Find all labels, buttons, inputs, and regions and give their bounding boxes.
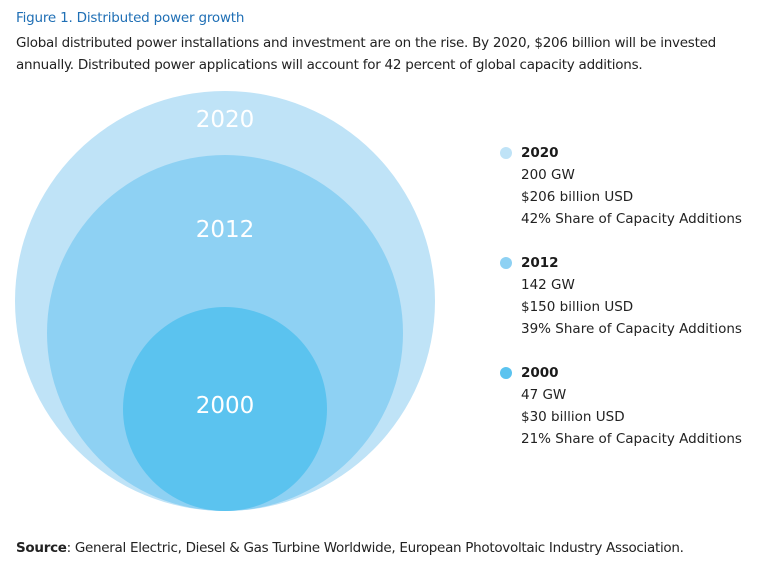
nested-circle-chart: 2020 2012 2000 [15, 91, 435, 511]
legend-dot-icon [500, 367, 512, 379]
legend-share: 42% Share of Capacity Additions [521, 211, 742, 227]
legend-dot-icon [500, 147, 512, 159]
source-label: Source [16, 540, 67, 556]
legend-investment: $206 billion USD [521, 189, 634, 205]
legend-year: 2000 [521, 365, 559, 381]
legend-item-2012: 2012 142 GW $150 billion USD 39% Share o… [500, 252, 742, 340]
circle-label-2020: 2020 [196, 107, 255, 133]
legend-share: 39% Share of Capacity Additions [521, 321, 742, 337]
legend-year: 2020 [521, 145, 559, 161]
legend-dot-icon [500, 257, 512, 269]
circle-label-2000: 2000 [196, 393, 255, 419]
legend-share: 21% Share of Capacity Additions [521, 431, 742, 447]
source-text: : General Electric, Diesel & Gas Turbine… [66, 540, 684, 556]
chart-legend: 2020 200 GW $206 billion USD 42% Share o… [500, 142, 742, 472]
figure-description: Global distributed power installations a… [16, 35, 716, 73]
legend-investment: $150 billion USD [521, 299, 634, 315]
figure-title: Figure 1. Distributed power growth [16, 10, 245, 26]
legend-year: 2012 [521, 255, 559, 271]
legend-investment: $30 billion USD [521, 409, 625, 425]
legend-capacity: 47 GW [521, 387, 567, 403]
source-note: Source: General Electric, Diesel & Gas T… [16, 540, 684, 556]
circle-label-2012: 2012 [196, 217, 255, 243]
circle-2000 [123, 307, 327, 511]
legend-item-2020: 2020 200 GW $206 billion USD 42% Share o… [500, 142, 742, 230]
legend-capacity: 142 GW [521, 277, 575, 293]
legend-capacity: 200 GW [521, 167, 575, 183]
legend-item-2000: 2000 47 GW $30 billion USD 21% Share of … [500, 362, 742, 450]
